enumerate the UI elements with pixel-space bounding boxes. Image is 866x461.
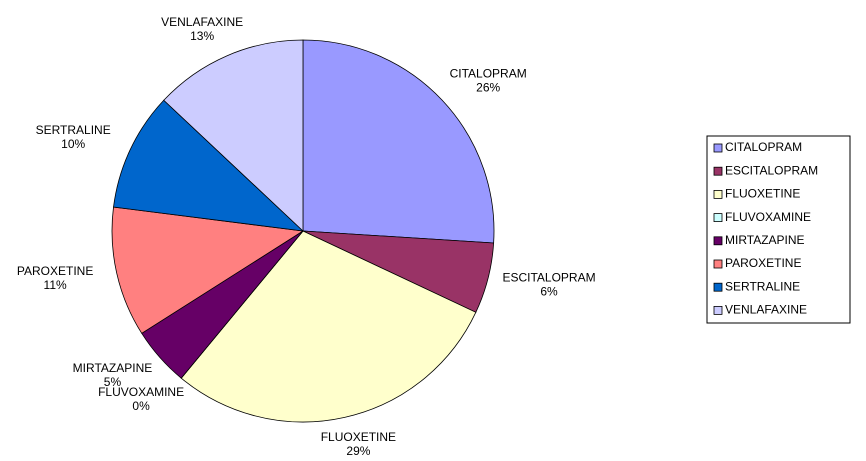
slice-value-label: 29% [346, 444, 370, 458]
legend-swatch [713, 259, 723, 269]
pie-slice [113, 99, 305, 232]
slice-value-label: 11% [44, 278, 67, 292]
slice-label: PAROXETINE [17, 264, 93, 278]
pie-slice [111, 206, 305, 334]
slice-value-label: 5% [104, 375, 122, 389]
legend-swatch [713, 282, 723, 292]
legend-box [706, 135, 851, 324]
legend-label: MIRTAZAPINE [725, 233, 805, 247]
legend-label: FLUOXETINE [725, 187, 800, 201]
slice-label: CITALOPRAM [450, 66, 527, 80]
slice-label: SERTRALINE [36, 123, 111, 137]
slice-value-label: 13% [190, 29, 214, 43]
legend-swatch [713, 189, 723, 199]
pie-slice [163, 39, 304, 232]
pie-slice [302, 39, 495, 244]
slice-label: FLUOXETINE [321, 430, 396, 444]
slice-value-label: 26% [476, 80, 500, 94]
legend-label: SERTRALINE [725, 279, 800, 293]
slice-value-label: 0% [132, 399, 150, 413]
slice-label: VENLAFAXINE [161, 15, 243, 29]
legend-label: FLUVOXAMINE [725, 210, 811, 224]
legend-swatch [713, 166, 723, 176]
slice-label: MIRTAZAPINE [73, 361, 153, 375]
legend-label: ESCITALOPRAM [725, 163, 818, 177]
legend-label: PAROXETINE [725, 256, 801, 270]
slice-label: FLUVOXAMINE [98, 385, 184, 399]
legend-swatch [713, 213, 723, 223]
legend-label: VENLAFAXINE [725, 303, 807, 317]
legend-label: CITALOPRAM [725, 140, 802, 154]
legend-swatch [713, 236, 723, 246]
legend-swatch [713, 143, 723, 153]
legend-swatch [713, 305, 723, 315]
slice-value-label: 6% [540, 285, 558, 299]
slice-value-label: 10% [61, 137, 85, 151]
slice-label: ESCITALOPRAM [502, 271, 595, 285]
pie-slice [180, 230, 477, 423]
